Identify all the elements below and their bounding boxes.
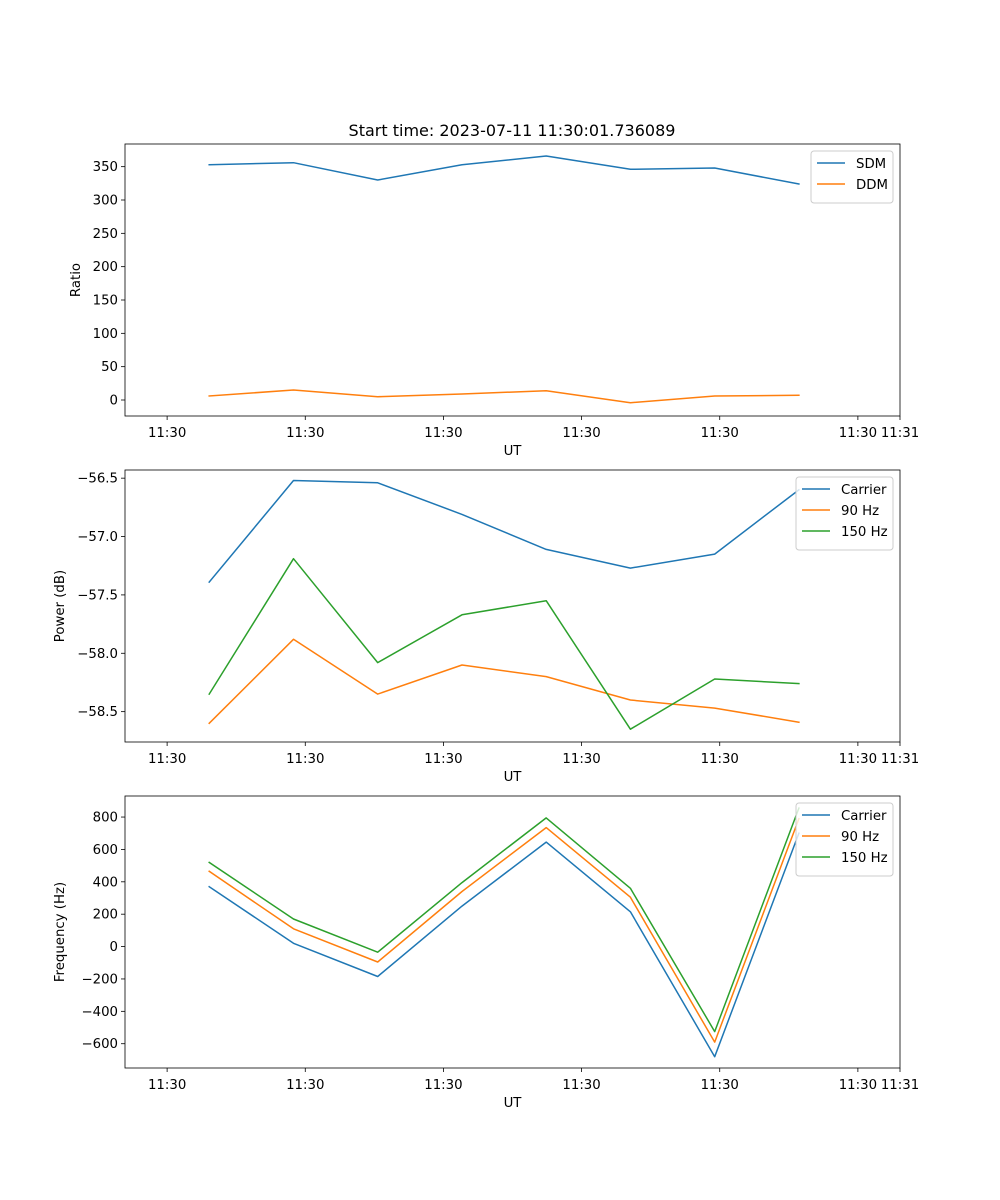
x-tick-label: 11:30: [839, 752, 877, 767]
figure-title: Start time: 2023-07-11 11:30:01.736089: [349, 121, 676, 140]
plot-frame: [124, 143, 901, 417]
series-line-150-hz: [208, 557, 800, 730]
y-tick-label: 250: [93, 227, 118, 242]
x-tick-label: 11:30: [148, 752, 186, 767]
y-axis-label: Frequency (Hz): [53, 882, 68, 982]
y-tick-label: 100: [93, 327, 118, 342]
y-tick-label: 800: [93, 811, 118, 826]
legend-label: DDM: [856, 178, 888, 193]
x-tick-label: 11:31: [881, 1078, 919, 1093]
y-tick-label: 400: [93, 875, 118, 890]
y-tick-label: −58.0: [77, 647, 118, 662]
x-tick-label: 11:30: [701, 1078, 739, 1093]
y-tick-label: −58.5: [77, 705, 118, 720]
y-tick-label: −57.5: [77, 588, 118, 603]
legend-label: 150 Hz: [841, 851, 888, 866]
x-tick-label: 11:30: [148, 426, 186, 441]
x-axis-label: UT: [504, 1096, 523, 1111]
x-tick-label: 11:31: [881, 752, 919, 767]
x-tick-label: 11:31: [881, 426, 919, 441]
x-tick-label: 11:30: [424, 1078, 462, 1093]
x-tick-label: 11:30: [286, 752, 324, 767]
legend-box: [810, 150, 894, 204]
series-line-90-hz: [208, 817, 800, 1043]
y-tick-label: 150: [93, 294, 118, 309]
legend: Carrier 90 Hz 150 Hz: [795, 802, 894, 877]
y-tick-label: −56.5: [77, 472, 118, 487]
x-tick-label: 11:30: [424, 426, 462, 441]
chart-panel-1: 0 50 100 150 200 250 300 350 11:30 11:30 11:30 11:3…: [69, 143, 919, 459]
x-tick-label: 11:30: [286, 426, 324, 441]
x-axis-label: UT: [504, 770, 523, 785]
y-tick-label: 350: [93, 160, 118, 175]
chart-panel-2: −58.5 −58.0 −57.5 −57.0 −56.5 11:30 11:30 11:30…: [53, 469, 919, 785]
x-tick-label: 11:30: [562, 1078, 600, 1093]
x-tick-label: 11:30: [701, 426, 739, 441]
legend: SDM DDM: [810, 150, 894, 204]
y-tick-label: −400: [81, 1005, 118, 1020]
series-line-150-hz: [208, 807, 800, 1033]
y-tick-label: −600: [81, 1037, 118, 1052]
series-line-carrier: [208, 479, 800, 584]
legend: Carrier 90 Hz 150 Hz: [795, 476, 894, 551]
x-tick-label: 11:30: [839, 426, 877, 441]
legend-label: 90 Hz: [841, 504, 879, 519]
x-tick-label: 11:30: [839, 1078, 877, 1093]
x-tick-label: 11:30: [424, 752, 462, 767]
plot-frame: [124, 469, 901, 743]
y-tick-label: 0: [110, 940, 118, 955]
legend-label: Carrier: [841, 483, 887, 498]
y-tick-label: 50: [101, 360, 118, 375]
x-tick-label: 11:30: [562, 426, 600, 441]
y-tick-label: 300: [93, 194, 118, 209]
y-axis-label: Power (dB): [53, 570, 68, 642]
x-tick-label: 11:30: [148, 1078, 186, 1093]
legend-label: 150 Hz: [841, 525, 888, 540]
y-tick-label: −57.0: [77, 530, 118, 545]
legend-label: SDM: [856, 157, 886, 172]
series-line-sdm: [208, 155, 800, 185]
series-line-90-hz: [208, 638, 800, 725]
x-tick-label: 11:30: [562, 752, 600, 767]
chart-panel-3: −600 −400 −200 0 200 400 600 800 11:30 11:30 11:30…: [53, 795, 919, 1111]
series-line-ddm: [208, 389, 800, 404]
legend-label: 90 Hz: [841, 830, 879, 845]
legend-label: Carrier: [841, 809, 887, 824]
x-axis-label: UT: [504, 444, 523, 459]
y-tick-label: 200: [93, 908, 118, 923]
y-tick-label: −200: [81, 972, 118, 987]
plot-frame: [124, 795, 901, 1069]
y-tick-label: 200: [93, 260, 118, 275]
x-tick-label: 11:30: [701, 752, 739, 767]
y-tick-label: 0: [110, 394, 118, 409]
x-tick-label: 11:30: [286, 1078, 324, 1093]
series-line-carrier: [208, 832, 800, 1058]
y-axis-label: Ratio: [69, 263, 84, 297]
y-tick-label: 600: [93, 843, 118, 858]
